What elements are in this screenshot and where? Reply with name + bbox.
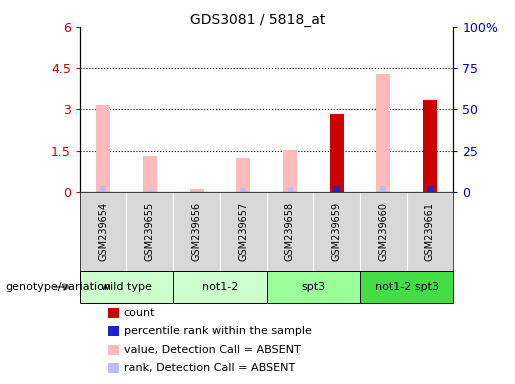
Text: value, Detection Call = ABSENT: value, Detection Call = ABSENT [124, 345, 300, 355]
Bar [330, 114, 344, 192]
Text: percentile rank within the sample: percentile rank within the sample [124, 326, 312, 336]
Bar [333, 186, 340, 192]
Bar [173, 271, 267, 303]
Text: GDS3081 / 5818_at: GDS3081 / 5818_at [190, 13, 325, 27]
Text: GSM239659: GSM239659 [332, 202, 341, 261]
Bar [283, 150, 297, 192]
Text: not1-2 spt3: not1-2 spt3 [374, 282, 439, 292]
Text: not1-2: not1-2 [202, 282, 238, 292]
Bar [236, 157, 250, 192]
Bar [267, 271, 360, 303]
Bar [100, 186, 107, 192]
Bar [360, 271, 453, 303]
Bar [380, 186, 386, 192]
Text: GSM239657: GSM239657 [238, 202, 248, 261]
Text: GSM239660: GSM239660 [378, 202, 388, 261]
Text: spt3: spt3 [301, 282, 325, 292]
Bar [96, 105, 110, 192]
Text: GSM239654: GSM239654 [98, 202, 108, 261]
Bar [143, 156, 157, 192]
Text: wild type: wild type [101, 282, 152, 292]
Bar [426, 186, 433, 192]
Text: rank, Detection Call = ABSENT: rank, Detection Call = ABSENT [124, 363, 295, 373]
Bar [147, 190, 153, 192]
Text: genotype/variation: genotype/variation [5, 282, 111, 292]
Text: GSM239656: GSM239656 [192, 202, 201, 261]
Text: count: count [124, 308, 155, 318]
Text: GSM239661: GSM239661 [425, 202, 435, 261]
Text: GSM239658: GSM239658 [285, 202, 295, 261]
Bar [286, 187, 293, 192]
Text: GSM239655: GSM239655 [145, 202, 155, 261]
Bar [190, 189, 203, 192]
Bar [376, 74, 390, 192]
Bar [240, 188, 247, 192]
Bar [423, 100, 437, 192]
Bar [80, 271, 173, 303]
